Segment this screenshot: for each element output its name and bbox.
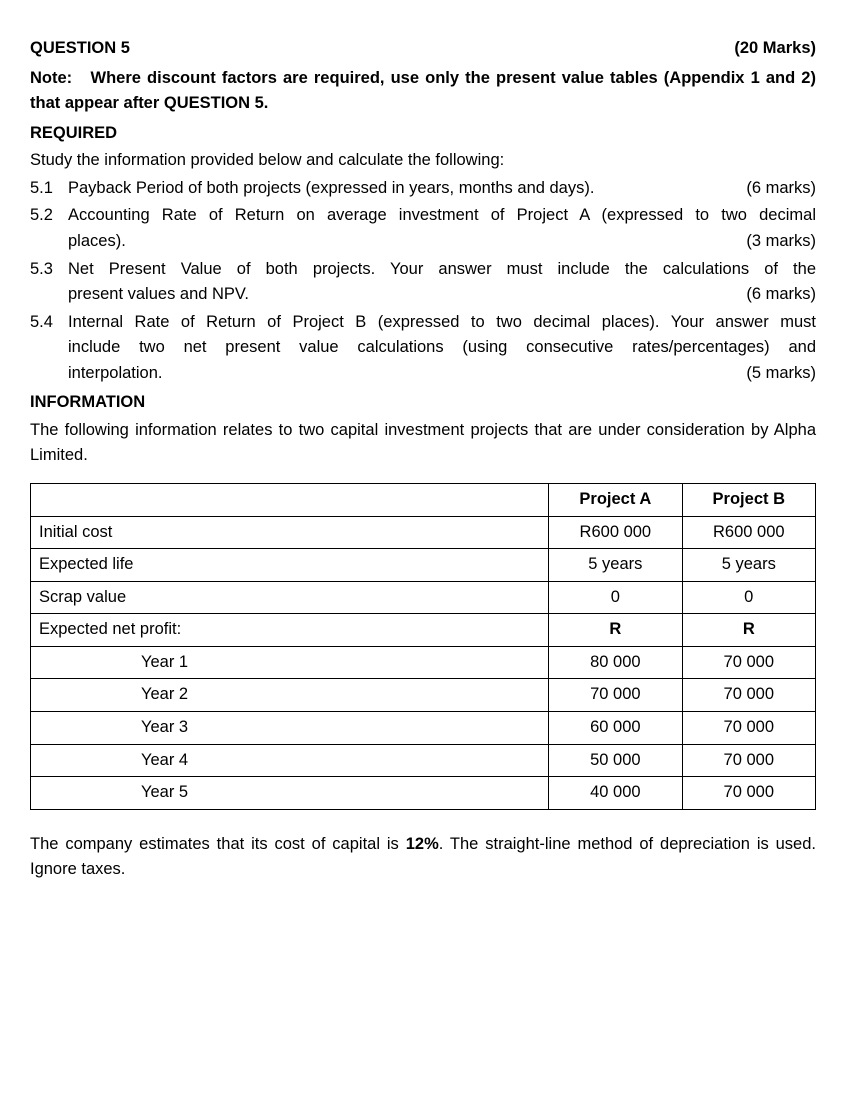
table-row: Expected life5 years5 years: [31, 549, 816, 582]
requirement-line: Net Present Value of both projects. Your…: [68, 257, 816, 283]
table-row: Year 540 00070 000: [31, 777, 816, 810]
requirement-marks: (6 marks): [728, 282, 816, 308]
requirement-text: Net Present Value of both projects. Your…: [68, 257, 816, 283]
requirement-body: Payback Period of both projects (express…: [68, 176, 816, 202]
row-value-b: 70 000: [682, 679, 815, 712]
row-value-b: 70 000: [682, 711, 815, 744]
table-header-empty: [31, 484, 549, 517]
row-value-b: 0: [682, 581, 815, 614]
requirement-line: places).(3 marks): [68, 229, 816, 255]
requirement-number: 5.3: [30, 257, 68, 308]
table-row: Year 450 00070 000: [31, 744, 816, 777]
row-label: Year 4: [31, 744, 549, 777]
row-label: Year 5: [31, 777, 549, 810]
requirement-item: 5.4Internal Rate of Return of Project B …: [30, 310, 816, 387]
row-value-b: 5 years: [682, 549, 815, 582]
footer-bold: 12%: [406, 835, 439, 853]
table-row: Year 180 00070 000: [31, 646, 816, 679]
row-value-a: 60 000: [549, 711, 682, 744]
row-value-a: 0: [549, 581, 682, 614]
requirement-text: include two net present value calculatio…: [68, 335, 816, 361]
row-value-a: 40 000: [549, 777, 682, 810]
requirement-body: Internal Rate of Return of Project B (ex…: [68, 310, 816, 387]
row-value-a: 80 000: [549, 646, 682, 679]
table-row: Initial costR600 000R600 000: [31, 516, 816, 549]
row-value-b: 70 000: [682, 744, 815, 777]
table-header-row: Project AProject B: [31, 484, 816, 517]
note-body: Where discount factors are required, use…: [30, 69, 816, 113]
row-label: Expected life: [31, 549, 549, 582]
row-value-a: R: [549, 614, 682, 647]
information-heading: INFORMATION: [30, 390, 816, 416]
requirement-number: 5.2: [30, 203, 68, 254]
requirement-item: 5.2Accounting Rate of Return on average …: [30, 203, 816, 254]
table-header: Project A: [549, 484, 682, 517]
footer-pre: The company estimates that its cost of c…: [30, 835, 406, 853]
information-text: The following information relates to two…: [30, 418, 816, 469]
requirement-body: Net Present Value of both projects. Your…: [68, 257, 816, 308]
row-value-a: 5 years: [549, 549, 682, 582]
requirement-line: interpolation.(5 marks): [68, 361, 816, 387]
requirement-text: interpolation.: [68, 361, 728, 387]
requirement-marks: (3 marks): [728, 229, 816, 255]
requirement-marks: (5 marks): [728, 361, 816, 387]
row-value-b: R600 000: [682, 516, 815, 549]
note: Note: Where discount factors are require…: [30, 66, 816, 117]
question-header: QUESTION 5 (20 Marks): [30, 36, 816, 62]
requirements-list: 5.1Payback Period of both projects (expr…: [30, 176, 816, 387]
requirement-number: 5.1: [30, 176, 68, 202]
requirement-marks: (6 marks): [728, 176, 816, 202]
requirement-line: Internal Rate of Return of Project B (ex…: [68, 310, 816, 336]
requirement-text: present values and NPV.: [68, 282, 728, 308]
question-marks: (20 Marks): [734, 36, 816, 62]
requirement-text: Internal Rate of Return of Project B (ex…: [68, 310, 816, 336]
question-number: QUESTION 5: [30, 36, 130, 62]
row-value-b: 70 000: [682, 646, 815, 679]
row-value-b: 70 000: [682, 777, 815, 810]
row-value-b: R: [682, 614, 815, 647]
requirement-text: Accounting Rate of Return on average inv…: [68, 203, 816, 229]
row-label: Expected net profit:: [31, 614, 549, 647]
note-label: Note:: [30, 69, 72, 87]
required-heading: REQUIRED: [30, 121, 816, 147]
row-value-a: 50 000: [549, 744, 682, 777]
row-label: Year 1: [31, 646, 549, 679]
requirement-line: present values and NPV.(6 marks): [68, 282, 816, 308]
requirement-item: 5.1Payback Period of both projects (expr…: [30, 176, 816, 202]
footer-paragraph: The company estimates that its cost of c…: [30, 832, 816, 883]
intro-text: Study the information provided below and…: [30, 148, 816, 174]
requirement-text: places).: [68, 229, 728, 255]
requirement-number: 5.4: [30, 310, 68, 387]
projects-table: Project AProject BInitial costR600 000R6…: [30, 483, 816, 810]
table-row: Expected net profit:RR: [31, 614, 816, 647]
table-row: Year 270 00070 000: [31, 679, 816, 712]
table-row: Year 360 00070 000: [31, 711, 816, 744]
requirement-line: Payback Period of both projects (express…: [68, 176, 816, 202]
requirement-line: include two net present value calculatio…: [68, 335, 816, 361]
requirement-text: Payback Period of both projects (express…: [68, 176, 728, 202]
table-header: Project B: [682, 484, 815, 517]
requirement-line: Accounting Rate of Return on average inv…: [68, 203, 816, 229]
row-label: Year 2: [31, 679, 549, 712]
row-label: Year 3: [31, 711, 549, 744]
table-row: Scrap value00: [31, 581, 816, 614]
row-label: Scrap value: [31, 581, 549, 614]
row-label: Initial cost: [31, 516, 549, 549]
requirement-item: 5.3Net Present Value of both projects. Y…: [30, 257, 816, 308]
requirement-body: Accounting Rate of Return on average inv…: [68, 203, 816, 254]
row-value-a: 70 000: [549, 679, 682, 712]
row-value-a: R600 000: [549, 516, 682, 549]
